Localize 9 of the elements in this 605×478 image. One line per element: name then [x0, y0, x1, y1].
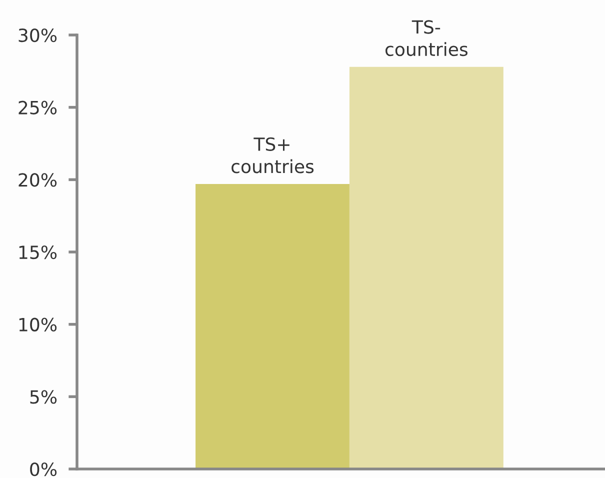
x-tick-label: TS- countries: [385, 20, 468, 56]
y-tick-label: 30%: [18, 28, 57, 42]
y-tick-label: 20%: [18, 173, 57, 187]
y-tick-label: 10%: [19, 318, 57, 332]
x-tick-label: TS+ countries: [232, 137, 314, 174]
y-tick-label: 15%: [19, 245, 57, 260]
y-tick-label: 5%: [30, 390, 57, 404]
y-tick-label: 0%: [30, 462, 57, 476]
y-tick-label: 25%: [18, 100, 57, 114]
